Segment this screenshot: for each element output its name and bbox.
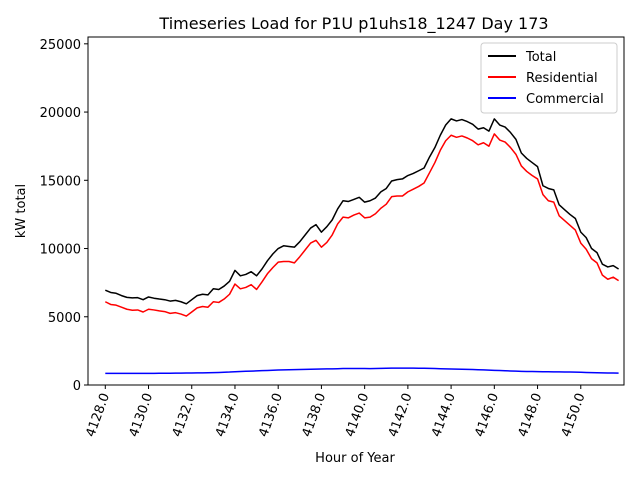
y-tick-label: 5000 (48, 311, 81, 326)
y-tick-label: 20000 (40, 106, 81, 121)
x-tick-label: 4128.0 (83, 391, 113, 439)
y-axis-label: kW total (14, 184, 29, 238)
x-tick-label: 4146.0 (472, 391, 502, 439)
y-tick-label: 0 (73, 379, 81, 394)
x-tick-label: 4130.0 (127, 391, 157, 439)
legend: Total Residential Commercial (480, 42, 618, 114)
series-line-commercial (105, 367, 619, 375)
y-axis: 0 5000 10000 15000 20000 25000 (40, 38, 88, 394)
legend-label-residential: Residential (526, 71, 598, 86)
x-tick-label: 4148.0 (516, 391, 546, 439)
x-tick-label: 4150.0 (559, 391, 589, 439)
x-tick-label: 4132.0 (170, 391, 200, 439)
y-tick-label: 25000 (40, 38, 81, 53)
legend-label-commercial: Commercial (526, 92, 604, 107)
x-tick-label: 4142.0 (386, 391, 416, 439)
series-line-residential (104, 133, 619, 317)
x-tick-label: 4144.0 (429, 391, 459, 439)
x-tick-label: 4136.0 (256, 391, 286, 439)
series-line-total (104, 118, 619, 305)
plot-frame (87, 36, 625, 386)
legend-frame (480, 42, 618, 114)
series-layer (104, 118, 619, 375)
chart-title: Timeseries Load for P1U p1uhs18_1247 Day… (158, 14, 548, 34)
y-tick-label: 15000 (40, 174, 81, 189)
x-tick-label: 4138.0 (300, 391, 330, 439)
x-axis-label: Hour of Year (315, 451, 395, 466)
x-axis: 4128.0 4130.0 4132.0 4134.0 4136.0 4138.0 4140… (83, 385, 589, 439)
legend-label-total: Total (525, 50, 556, 65)
x-tick-label: 4134.0 (213, 391, 243, 439)
y-tick-label: 10000 (40, 243, 81, 258)
x-tick-label: 4140.0 (343, 391, 373, 439)
